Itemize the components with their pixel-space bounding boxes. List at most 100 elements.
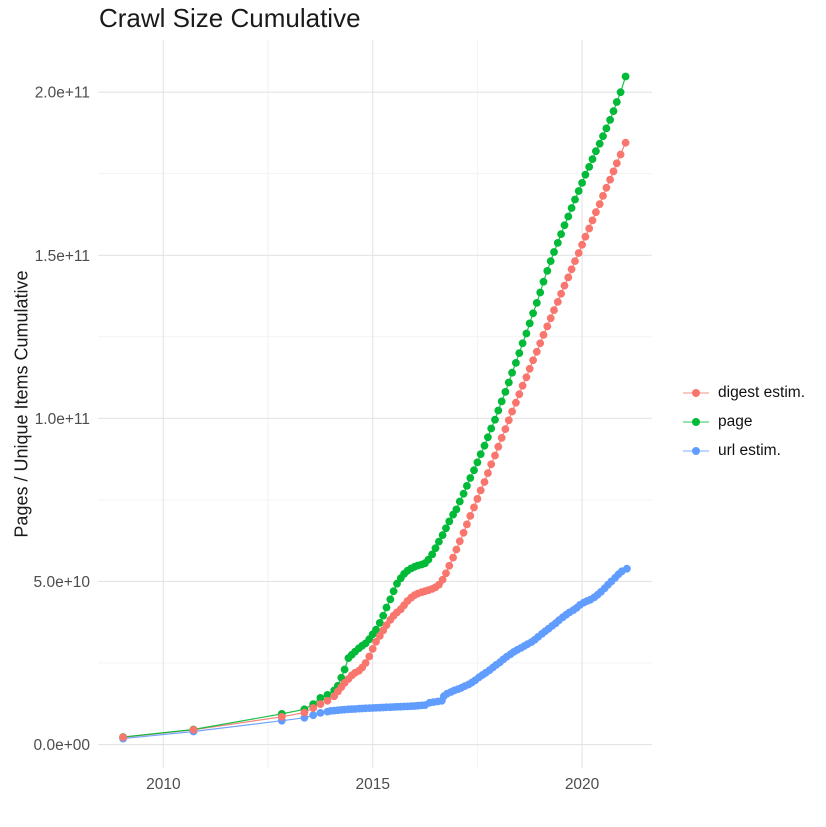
data-point xyxy=(389,587,398,596)
legend-key-dot xyxy=(692,388,700,397)
data-point xyxy=(602,124,611,133)
data-point xyxy=(606,116,614,124)
data-point xyxy=(309,704,318,712)
data-point xyxy=(621,72,630,81)
axis-tick-labels: 0.0e+00 5.0e+10 1.0e+11 1.5e+11 2.0e+11 2010 2… xyxy=(34,85,600,793)
data-point xyxy=(609,107,618,115)
data-point xyxy=(595,139,604,148)
data-point xyxy=(455,497,464,506)
data-point xyxy=(599,132,607,141)
data-point xyxy=(623,564,631,573)
data-point xyxy=(606,175,614,184)
data-point xyxy=(480,478,489,486)
data-point xyxy=(393,579,401,588)
data-point xyxy=(487,460,496,469)
data-point xyxy=(463,520,471,529)
data-point xyxy=(504,416,513,425)
data-point xyxy=(515,349,524,357)
data-point xyxy=(372,637,380,646)
data-point xyxy=(567,204,576,212)
data-point xyxy=(484,469,492,477)
data-point xyxy=(612,159,621,168)
data-point xyxy=(473,495,482,503)
legend-item-page: page xyxy=(681,407,805,436)
data-point xyxy=(300,708,309,717)
data-point xyxy=(487,424,496,433)
data-point xyxy=(621,138,630,147)
data-point xyxy=(585,224,594,233)
data-point xyxy=(382,603,391,612)
data-point xyxy=(543,267,552,275)
data-point xyxy=(372,625,380,634)
legend-label: url estim. xyxy=(718,441,781,459)
data-point xyxy=(365,652,374,661)
data-point xyxy=(323,696,332,705)
data-point xyxy=(361,659,370,667)
data-point xyxy=(435,537,443,546)
data-point xyxy=(560,281,569,290)
data-point xyxy=(466,474,475,482)
legend-label: page xyxy=(718,412,753,430)
data-point xyxy=(581,170,590,179)
data-point xyxy=(476,450,485,459)
data-point xyxy=(564,273,573,282)
data-point xyxy=(529,309,537,318)
data-point xyxy=(550,306,558,314)
legend-key-page-icon xyxy=(683,417,709,426)
data-point xyxy=(508,368,516,377)
data-point xyxy=(525,319,534,328)
data-point xyxy=(445,561,454,570)
x-tick-label: 2020 xyxy=(565,776,600,793)
data-point xyxy=(571,195,579,204)
data-point xyxy=(491,451,499,460)
chart-title: Crawl Size Cumulative xyxy=(99,3,361,33)
data-point xyxy=(501,425,510,433)
data-point xyxy=(452,545,461,554)
gridlines-major xyxy=(98,40,652,768)
data-point xyxy=(518,339,527,348)
data-point xyxy=(277,712,286,721)
y-tick-label: 2.0e+11 xyxy=(35,85,90,102)
data-point xyxy=(592,147,600,156)
x-tick-label: 2010 xyxy=(146,776,181,793)
y-tick-label: 1.5e+11 xyxy=(35,248,90,265)
data-point xyxy=(386,595,395,604)
legend-item-url-estim: url estim. xyxy=(681,436,805,465)
data-point xyxy=(553,298,562,306)
series-line xyxy=(123,76,627,738)
data-point xyxy=(539,277,548,286)
data-point xyxy=(470,466,478,475)
data-point xyxy=(368,645,377,653)
data-point xyxy=(442,524,450,533)
data-point xyxy=(564,212,573,221)
data-point xyxy=(581,232,590,241)
data-point xyxy=(571,257,579,265)
data-point xyxy=(494,442,503,451)
data-point xyxy=(497,434,506,442)
data-point xyxy=(497,397,506,406)
data-point xyxy=(588,155,597,164)
data-point xyxy=(494,406,503,415)
data-point xyxy=(536,288,545,297)
data-point xyxy=(595,200,604,209)
data-point xyxy=(574,249,583,257)
data-point xyxy=(473,458,482,467)
data-point xyxy=(452,505,461,514)
series-page-points xyxy=(119,72,630,741)
series-url-estim-line xyxy=(123,568,628,740)
data-point xyxy=(574,187,583,195)
data-point xyxy=(588,216,597,225)
data-point xyxy=(438,575,447,584)
data-point xyxy=(512,398,520,407)
data-point xyxy=(602,183,611,192)
series-line xyxy=(123,568,628,740)
data-point xyxy=(504,378,513,387)
data-point xyxy=(557,289,565,298)
data-point xyxy=(480,441,489,450)
series-digest-estim-points xyxy=(119,138,630,742)
data-point xyxy=(518,381,527,390)
data-point xyxy=(512,359,520,367)
data-point xyxy=(340,665,349,674)
data-point xyxy=(546,314,555,323)
